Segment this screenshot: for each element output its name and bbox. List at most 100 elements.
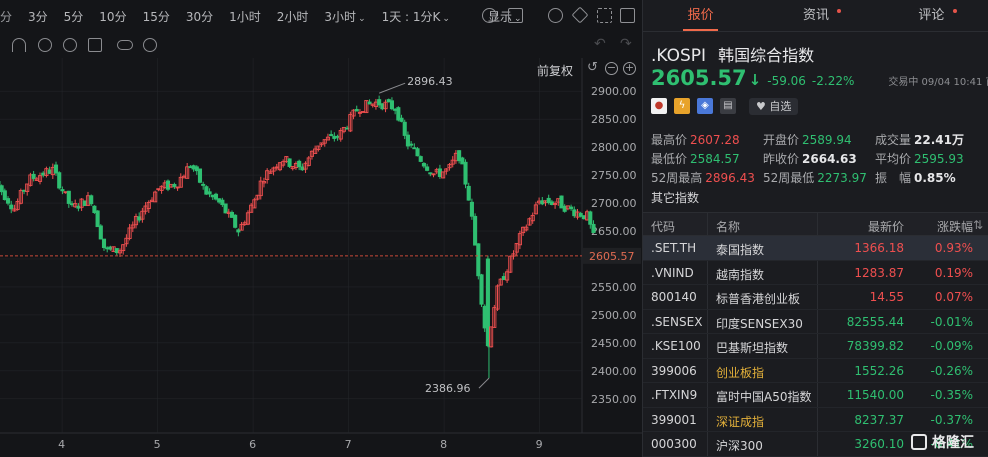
- stat-value: 2607.28: [690, 133, 740, 147]
- candle-body: [524, 226, 529, 231]
- toggle-icon[interactable]: [117, 40, 133, 50]
- tab-quote[interactable]: 报价: [643, 0, 758, 31]
- candle-body: [354, 108, 359, 112]
- lightning-icon[interactable]: ϟ: [674, 98, 690, 114]
- zoom-in-icon[interactable]: +: [623, 61, 636, 75]
- tab-quote-label: 报价: [687, 8, 714, 23]
- settings-icon[interactable]: [143, 38, 157, 52]
- period-2hour[interactable]: 2小时: [276, 9, 309, 24]
- chevron-down-icon: ⌄: [358, 13, 366, 24]
- undo-icon[interactable]: ↶: [594, 36, 606, 52]
- period-10min[interactable]: 10分: [99, 9, 127, 24]
- candle-body: [530, 214, 535, 222]
- tab-news[interactable]: 资讯: [758, 0, 873, 31]
- pencil-icon[interactable]: [571, 6, 589, 24]
- sort-icon[interactable]: ⇅: [972, 218, 983, 232]
- cell-price: 8237.37: [854, 412, 904, 427]
- table-row[interactable]: 000300 沪深300 3260.10 -0.41%: [643, 432, 988, 457]
- period-5min[interactable]: 5分: [63, 9, 84, 24]
- tag-icon[interactable]: ◈: [697, 98, 713, 114]
- candle-body: [210, 194, 215, 198]
- candle-body: [37, 175, 43, 182]
- camera-icon[interactable]: [548, 8, 563, 23]
- zoom-out-icon[interactable]: −: [605, 61, 618, 75]
- period-1hour[interactable]: 1小时: [229, 9, 261, 24]
- header-code[interactable]: 代码: [651, 220, 676, 234]
- stats-row: 最低价 2584.57 昨收价 2664.63 平均价 2595.93: [651, 149, 983, 168]
- candle-body: [591, 223, 596, 234]
- redo-icon[interactable]: ↷: [620, 36, 632, 52]
- table-row[interactable]: 399001 深证成指 8237.37 -0.37%: [643, 408, 988, 432]
- stat-label: 52周最高: [651, 171, 703, 185]
- candle-body: [364, 100, 369, 114]
- header-pct[interactable]: 涨跌幅: [936, 220, 973, 234]
- candle-body: [236, 229, 241, 233]
- candle-body: [559, 195, 564, 209]
- candle-body: [441, 171, 446, 179]
- header-price[interactable]: 最新价: [867, 220, 904, 234]
- candle-body: [335, 135, 340, 138]
- period-15min[interactable]: 15分: [142, 9, 170, 24]
- adjust-mode-label[interactable]: 前复权: [537, 64, 574, 78]
- candle-body: [473, 215, 478, 246]
- hide-drawings-icon[interactable]: [63, 38, 77, 52]
- cell-price: 3260.10: [854, 437, 904, 451]
- table-row[interactable]: .KSE100 巴基斯坦指数 78399.82 -0.09%: [643, 334, 988, 359]
- candle-body: [588, 211, 593, 225]
- stats-grid: 最高价 2607.28 开盘价 2589.94 成交量 22.41万 最低价 2584.57 昨…: [651, 130, 983, 187]
- cell-name: 标普香港创业板: [716, 292, 801, 306]
- candle-body: [533, 204, 538, 215]
- trash-icon[interactable]: [88, 38, 102, 52]
- magnet-icon[interactable]: [12, 38, 26, 52]
- candle-body: [393, 108, 398, 111]
- pin-icon[interactable]: [38, 38, 52, 52]
- table-row[interactable]: 399006 创业板指 1552.26 -0.26%: [643, 359, 988, 383]
- candle-body: [194, 166, 199, 172]
- candle-body: [265, 170, 270, 181]
- header-name[interactable]: 名称: [716, 220, 741, 234]
- stat-value: 2896.43: [705, 171, 755, 185]
- candle-body: [511, 253, 516, 257]
- x-tick-label: 5: [154, 438, 161, 451]
- stat-value: 0.85%: [914, 171, 956, 185]
- period-3min[interactable]: 3分: [28, 9, 48, 24]
- gear-icon[interactable]: [482, 8, 497, 23]
- window-icon[interactable]: [620, 8, 635, 23]
- candle-body: [303, 162, 308, 170]
- candle-body: [322, 139, 327, 144]
- candlestick-chart[interactable]: 2900.00 2850.00 2800.00 2750.00 2700.00 2650.…: [0, 58, 642, 457]
- candle-body: [197, 168, 203, 183]
- candle-body: [297, 160, 302, 168]
- cell-price: 14.55: [869, 290, 904, 304]
- stats-row: 最高价 2607.28 开盘价 2589.94 成交量 22.41万: [651, 130, 983, 149]
- table-row[interactable]: .VNIND 越南指数 1283.87 0.19%: [643, 261, 988, 285]
- stat-value: 2273.97: [817, 171, 867, 185]
- tab-comments[interactable]: 评论: [874, 0, 988, 31]
- price-tag-box: [583, 247, 641, 264]
- stats-row: 52周最高 2896.43 52周最低 2273.97 振 幅 0.85%: [651, 168, 983, 187]
- candle-body: [76, 205, 81, 209]
- period-3hour[interactable]: 3小时 ⌄: [324, 8, 365, 25]
- candle-body: [178, 176, 183, 188]
- table-row[interactable]: .FTXIN9 富时中国A50指数 11540.00 -0.35%: [643, 383, 988, 408]
- stat-item: 昨收价 2664.63: [763, 150, 875, 167]
- candle-body: [546, 197, 551, 204]
- candle-body: [489, 326, 494, 348]
- cell-code: .SENSEX: [651, 314, 703, 329]
- candle-body: [98, 225, 103, 240]
- candle-body: [153, 191, 158, 203]
- period-1day-dropdown[interactable]: 1天 : 1分K ⌄: [382, 8, 450, 25]
- table-row[interactable]: 800140 标普香港创业板 14.55 0.07%: [643, 285, 988, 310]
- period-30min[interactable]: 30分: [185, 9, 214, 24]
- add-watchlist-button[interactable]: ♥ 自选: [749, 98, 799, 115]
- note-icon[interactable]: ▤: [720, 98, 736, 114]
- square-icon[interactable]: [508, 8, 523, 23]
- candle-body: [569, 206, 574, 210]
- reset-icon[interactable]: ↺: [587, 60, 598, 75]
- cell-price: 1283.87: [854, 265, 904, 280]
- table-row[interactable]: .SENSEX 印度SENSEX30 82555.44 -0.01%: [643, 310, 988, 334]
- period-1min[interactable]: 分: [0, 9, 13, 24]
- table-row[interactable]: .SET.TH 泰国指数 1366.18 0.93%: [643, 236, 988, 261]
- expand-icon[interactable]: [597, 8, 612, 23]
- stat-item: 振 幅 0.85%: [875, 169, 983, 186]
